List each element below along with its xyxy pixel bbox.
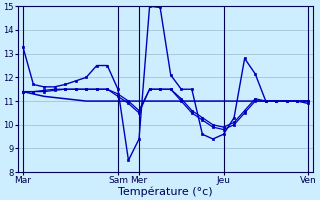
X-axis label: Température (°c): Température (°c) [118, 187, 213, 197]
